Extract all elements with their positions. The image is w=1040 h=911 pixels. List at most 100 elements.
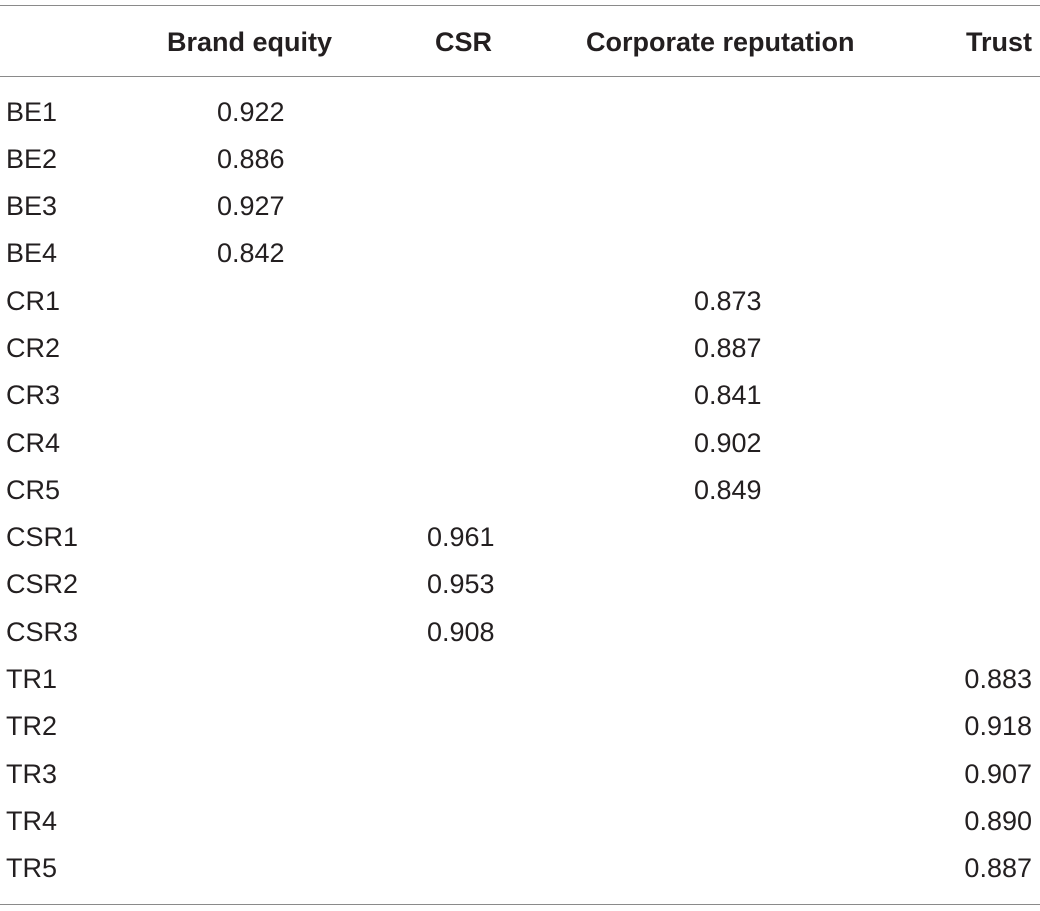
table-row: TR4 0.890 [0, 798, 1040, 845]
header-corporate-reputation: Corporate reputation [586, 27, 855, 57]
row-label: BE4 [6, 238, 58, 268]
cell-csr [427, 845, 517, 892]
row-label: TR2 [6, 711, 58, 741]
row-label: CR4 [6, 428, 61, 458]
cell-csr [427, 798, 517, 845]
cell-corporate-reputation [694, 609, 784, 656]
cell-brand-equity [217, 372, 307, 419]
table-row: CR3 0.841 [0, 372, 1040, 419]
cell-corporate-reputation [694, 136, 784, 183]
table-row: CR2 0.887 [0, 325, 1040, 372]
cell-trust [942, 561, 1032, 608]
cell-corporate-reputation: 0.902 [694, 428, 762, 458]
row-label: TR5 [6, 853, 58, 883]
table-row: CSR2 0.953 [0, 561, 1040, 608]
cell-corporate-reputation [694, 798, 784, 845]
cell-csr [427, 467, 517, 514]
table-row: CR4 0.902 [0, 420, 1040, 467]
cell-trust [942, 278, 1032, 325]
cell-trust: 0.918 [964, 711, 1032, 741]
cell-trust [942, 136, 1032, 183]
cell-trust [942, 230, 1032, 277]
cell-csr [427, 420, 517, 467]
cell-brand-equity: 0.922 [217, 97, 285, 127]
table-bottom-rule [0, 904, 1040, 905]
cell-trust [942, 514, 1032, 561]
cell-corporate-reputation [694, 561, 784, 608]
cell-trust [942, 467, 1032, 514]
cell-brand-equity [217, 561, 307, 608]
header-csr: CSR [435, 27, 493, 57]
cell-brand-equity [217, 703, 307, 750]
cell-trust [942, 325, 1032, 372]
cell-corporate-reputation: 0.873 [694, 286, 762, 316]
cell-trust [942, 420, 1032, 467]
cell-brand-equity [217, 656, 307, 703]
cell-trust [942, 372, 1032, 419]
cell-brand-equity [217, 278, 307, 325]
table-row: TR5 0.887 [0, 845, 1040, 892]
header-brand-equity: Brand equity [167, 27, 333, 57]
cell-csr: 0.961 [427, 522, 495, 552]
cell-trust [942, 183, 1032, 230]
cell-corporate-reputation [694, 703, 784, 750]
row-label: TR1 [6, 664, 58, 694]
cell-brand-equity [217, 751, 307, 798]
cell-brand-equity [217, 609, 307, 656]
cell-corporate-reputation [694, 845, 784, 892]
cell-trust: 0.883 [964, 664, 1032, 694]
cell-csr: 0.908 [427, 617, 495, 647]
cell-csr [427, 703, 517, 750]
row-label: CR3 [6, 380, 61, 410]
table-row: CSR1 0.961 [0, 514, 1040, 561]
cell-trust: 0.890 [964, 806, 1032, 836]
cell-corporate-reputation [694, 751, 784, 798]
table-row: BE3 0.927 [0, 183, 1040, 230]
row-label: CSR1 [6, 522, 79, 552]
cell-corporate-reputation: 0.887 [694, 333, 762, 363]
header-trust: Trust [965, 27, 1032, 57]
cell-trust: 0.887 [964, 853, 1032, 883]
cell-corporate-reputation [694, 183, 784, 230]
table-row: TR2 0.918 [0, 703, 1040, 750]
cell-csr [427, 136, 517, 183]
cell-csr [427, 325, 517, 372]
cell-brand-equity: 0.842 [217, 238, 285, 268]
cell-csr [427, 656, 517, 703]
cell-brand-equity [217, 798, 307, 845]
cell-brand-equity: 0.927 [217, 191, 285, 221]
cell-csr [427, 183, 517, 230]
row-label: CR5 [6, 475, 61, 505]
cell-brand-equity: 0.886 [217, 144, 285, 174]
cell-trust: 0.907 [964, 759, 1032, 789]
row-label: BE1 [6, 97, 58, 127]
cell-trust [942, 89, 1032, 136]
cell-brand-equity [217, 467, 307, 514]
cell-csr [427, 89, 517, 136]
cell-csr [427, 751, 517, 798]
table-top-rule [0, 5, 1040, 6]
cell-csr: 0.953 [427, 569, 495, 599]
row-label: CSR2 [6, 569, 79, 599]
cell-corporate-reputation [694, 89, 784, 136]
cell-csr [427, 372, 517, 419]
cell-brand-equity [217, 420, 307, 467]
table-row: BE4 0.842 [0, 230, 1040, 277]
cell-trust [942, 609, 1032, 656]
row-label: CSR3 [6, 617, 79, 647]
row-label: BE3 [6, 191, 58, 221]
table-row: TR3 0.907 [0, 751, 1040, 798]
cell-csr [427, 278, 517, 325]
row-label: TR4 [6, 806, 58, 836]
table-row: TR1 0.883 [0, 656, 1040, 703]
row-label: CR1 [6, 286, 61, 316]
table-row: BE1 0.922 [0, 89, 1040, 136]
cell-csr [427, 230, 517, 277]
cell-corporate-reputation [694, 656, 784, 703]
cell-brand-equity [217, 325, 307, 372]
table-row: CR1 0.873 [0, 278, 1040, 325]
row-label: CR2 [6, 333, 61, 363]
row-label: TR3 [6, 759, 58, 789]
table-row: CSR3 0.908 [0, 609, 1040, 656]
